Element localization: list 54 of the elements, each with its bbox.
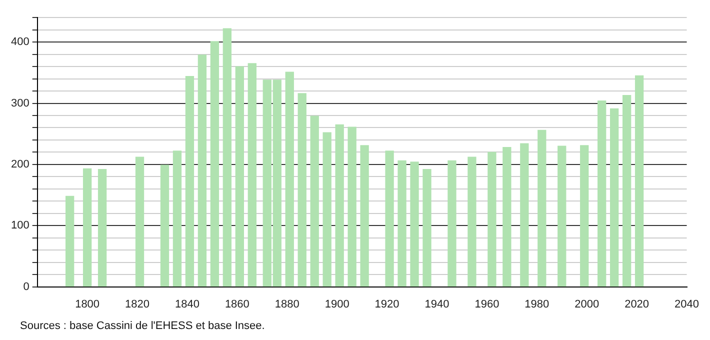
x-tick-label: 1960 (474, 298, 500, 310)
bar (360, 145, 369, 287)
bar (385, 150, 394, 287)
x-tick-label: 2020 (624, 298, 650, 310)
bar (235, 66, 244, 287)
bar (248, 63, 256, 287)
y-tick-label: 200 (10, 158, 30, 170)
bar (538, 130, 546, 287)
x-tick-label: 1840 (174, 298, 200, 310)
x-tick-label: 1880 (274, 298, 300, 310)
bar (98, 169, 107, 287)
x-tick-label: 1900 (324, 298, 350, 310)
bar (322, 132, 332, 287)
bar (172, 150, 182, 287)
bar (285, 72, 294, 287)
bar (398, 160, 406, 287)
bar (335, 124, 344, 287)
x-tick-label: 1820 (125, 298, 150, 310)
bar (502, 146, 512, 287)
bar (610, 108, 619, 287)
bar (185, 76, 194, 287)
source-note: Sources : base Cassini de l'EHESS et base Insee. (20, 320, 266, 332)
bar (410, 162, 419, 287)
bar (222, 28, 232, 287)
bar (580, 145, 589, 287)
bar (160, 164, 170, 287)
y-tick-label: 400 (10, 36, 30, 48)
bar (82, 168, 92, 287)
x-tick-label: 1860 (224, 298, 250, 310)
bar (448, 160, 456, 287)
bar (310, 116, 319, 287)
bar (488, 152, 496, 287)
x-tick-label: 1800 (75, 298, 100, 310)
bar (558, 146, 566, 287)
bar (65, 196, 74, 287)
bar (348, 126, 356, 287)
bar (622, 94, 632, 287)
bar (210, 41, 220, 287)
x-tick-label: 2000 (574, 298, 600, 310)
bar (135, 156, 144, 287)
y-tick-label: 300 (10, 97, 30, 110)
bar (634, 75, 644, 287)
bar (422, 169, 432, 287)
bar (198, 54, 207, 287)
y-tick-label: 0 (23, 280, 30, 293)
y-tick-label: 100 (10, 220, 30, 232)
x-tick-label: 1940 (424, 298, 450, 310)
x-tick-label: 2040 (674, 298, 700, 310)
bar (520, 143, 529, 287)
bar (598, 100, 606, 287)
bar (468, 156, 476, 287)
x-tick-label: 1920 (374, 298, 400, 310)
bar (298, 93, 306, 287)
x-tick-label: 1980 (524, 298, 550, 310)
